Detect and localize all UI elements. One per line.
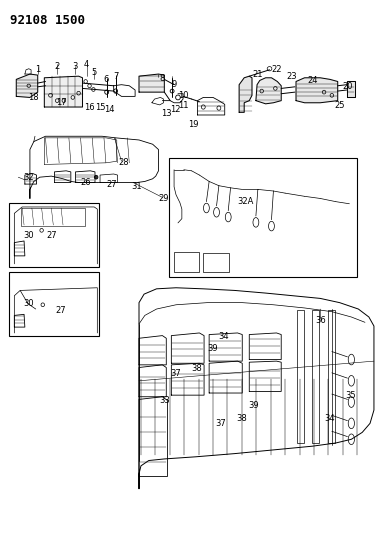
Text: 28: 28 bbox=[118, 158, 129, 167]
Text: 3: 3 bbox=[72, 62, 77, 71]
Text: 18: 18 bbox=[29, 93, 39, 102]
Text: 30: 30 bbox=[23, 299, 34, 308]
Polygon shape bbox=[16, 74, 38, 98]
Text: 8: 8 bbox=[160, 74, 165, 83]
Text: 17: 17 bbox=[56, 98, 66, 107]
Text: 34: 34 bbox=[218, 332, 229, 341]
Text: 23: 23 bbox=[287, 71, 298, 80]
Bar bbox=[297, 310, 304, 443]
Bar bbox=[174, 252, 199, 272]
Text: 1: 1 bbox=[35, 66, 40, 74]
Text: 7: 7 bbox=[113, 71, 118, 80]
Text: 37: 37 bbox=[170, 369, 181, 378]
Text: 30: 30 bbox=[23, 231, 34, 240]
Text: 9: 9 bbox=[171, 80, 177, 89]
Bar bbox=[9, 272, 99, 336]
Bar bbox=[9, 203, 99, 266]
Polygon shape bbox=[347, 82, 355, 98]
Text: 38: 38 bbox=[236, 414, 247, 423]
Text: 6: 6 bbox=[103, 75, 109, 84]
Text: 27: 27 bbox=[47, 231, 57, 240]
Text: 11: 11 bbox=[178, 101, 188, 110]
Text: 32: 32 bbox=[23, 173, 34, 182]
Bar bbox=[328, 310, 335, 443]
Text: 36: 36 bbox=[316, 316, 326, 325]
Text: 13: 13 bbox=[161, 109, 172, 118]
Text: 22: 22 bbox=[271, 66, 282, 74]
Bar bbox=[169, 158, 357, 277]
Polygon shape bbox=[239, 76, 252, 112]
Text: 31: 31 bbox=[131, 182, 142, 191]
Text: 5: 5 bbox=[91, 68, 97, 77]
Text: 2: 2 bbox=[55, 62, 60, 71]
Bar bbox=[21, 208, 85, 226]
Text: 29: 29 bbox=[158, 194, 169, 203]
Text: 25: 25 bbox=[334, 101, 345, 110]
Text: 16: 16 bbox=[84, 102, 95, 111]
Text: 14: 14 bbox=[104, 105, 114, 114]
Text: 92108 1500: 92108 1500 bbox=[11, 14, 86, 27]
Text: 10: 10 bbox=[178, 91, 188, 100]
Polygon shape bbox=[44, 76, 83, 107]
Text: 39: 39 bbox=[208, 344, 218, 353]
Text: 4: 4 bbox=[84, 60, 89, 69]
Text: 35: 35 bbox=[345, 391, 356, 400]
Bar bbox=[312, 310, 319, 443]
Bar bbox=[203, 253, 229, 272]
Text: 27: 27 bbox=[56, 305, 66, 314]
Text: 15: 15 bbox=[95, 102, 105, 111]
Text: 20: 20 bbox=[342, 82, 353, 91]
Text: 34: 34 bbox=[325, 414, 335, 423]
Text: 27: 27 bbox=[106, 180, 117, 189]
Text: 12: 12 bbox=[170, 104, 181, 114]
Text: 39: 39 bbox=[248, 401, 258, 410]
Text: 24: 24 bbox=[307, 76, 317, 85]
Text: 26: 26 bbox=[80, 178, 91, 187]
Text: 21: 21 bbox=[253, 70, 263, 78]
Text: 19: 19 bbox=[188, 119, 199, 128]
Text: 38: 38 bbox=[191, 364, 202, 373]
Text: 33: 33 bbox=[160, 396, 170, 405]
Polygon shape bbox=[139, 74, 164, 92]
Text: 37: 37 bbox=[215, 419, 226, 428]
Ellipse shape bbox=[94, 175, 98, 179]
Text: 32A: 32A bbox=[237, 197, 253, 206]
Polygon shape bbox=[296, 78, 338, 103]
Polygon shape bbox=[256, 78, 281, 104]
